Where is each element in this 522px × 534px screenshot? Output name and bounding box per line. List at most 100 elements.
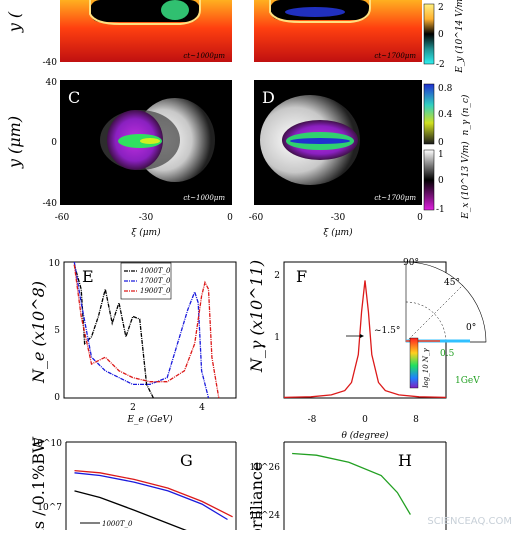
colorbar-ex-tick-mid: 0 (438, 176, 444, 186)
panel-e-ytick-0: 0 (54, 393, 60, 403)
panel-a: ct~1000μm (60, 0, 232, 62)
panel-g: G 10^10 10^7 ns / 0.1%BW 1000T_0 (29, 436, 237, 534)
panel-d-letter: D (262, 88, 275, 107)
panel-c: C ct~1000μm (60, 80, 232, 205)
panel-h-series-1 (292, 452, 411, 515)
panel-g-ytick-1e10: 10^10 (32, 439, 63, 449)
xi-tick-d-m30: -30 (331, 213, 346, 223)
panel-e-series-3 (73, 264, 220, 399)
panel-g-plot (74, 469, 233, 534)
panel-h-plot (292, 452, 411, 515)
xi-tick-c-m60: -60 (55, 213, 70, 223)
polar-tick-0: 0° (466, 323, 476, 333)
xi-tick-c-m30: -30 (139, 213, 154, 223)
panel-f-ytick-1: 1 (274, 333, 280, 343)
panel-d-photon-core (290, 138, 350, 144)
panel-b: ct~1700μm (254, 0, 422, 62)
panel-g-ylabel: ns / 0.1%BW (29, 436, 48, 530)
panel-e-xlabel: E_e (GeV) (126, 414, 173, 425)
xi-label-d: ξ (μm) (323, 227, 353, 238)
panel-e-xtick-2: 2 (130, 403, 136, 413)
mid-y-tick-0: 0 (51, 138, 57, 148)
panel-e-series-2 (73, 261, 210, 399)
panel-f-letter: F (296, 267, 307, 286)
panel-f-xtick-m8: -8 (308, 415, 317, 425)
panel-e-letter: E (82, 267, 94, 286)
panel-e-legend-1000: 1000T_0 (140, 267, 171, 275)
colorbar-ngamma-tick-top: 0.8 (438, 84, 453, 94)
panel-h-ytick-1e24: 10^24 (250, 511, 281, 521)
panel-f-xtick-0: 0 (362, 415, 368, 425)
polar-scale-05: 0.5 (440, 349, 455, 359)
panel-g-letter: G (180, 451, 193, 470)
panel-b-bubble-edge (269, 0, 371, 23)
mid-y-tick-m40: -40 (43, 199, 58, 209)
panel-g-series-1 (74, 490, 198, 534)
polar-colorbar (409, 337, 419, 389)
panel-d: D ct~1700μm (254, 80, 422, 205)
panel-h-letter: H (398, 451, 412, 470)
panel-e-legend-1700: 1700T_0 (140, 277, 171, 285)
colorbar-ey-tick-bot: -2 (436, 60, 445, 70)
panel-f: F 2 1 -8 0 8 θ (degree) N_γ (x10^11) ~1.… (247, 258, 487, 441)
panel-a-green-core (161, 0, 189, 20)
panel-a-bubble-edge (89, 0, 201, 25)
panel-a-time: ct~1000μm (183, 52, 225, 60)
colorbar-ngamma-label: n_γ (n_c) (460, 94, 471, 135)
panel-c-letter: C (68, 88, 80, 107)
panel-e-ytick-5: 5 (54, 326, 60, 336)
colorbar-ngamma-tick-mid: 0.4 (438, 110, 453, 120)
panel-f-xlabel: θ (degree) (341, 430, 389, 441)
colorbar-ey-tick-mid: 0 (438, 30, 444, 40)
polar-colorbar-label: log_10 N_γ (422, 347, 430, 387)
colorbar-ngamma-bar (423, 83, 435, 145)
colorbar-ex: 1 0 -1 E_x (10^13 V/m) (423, 141, 471, 220)
xi-tick-c-0: 0 (227, 213, 233, 223)
panel-e-legend-1900: 1900T_0 (140, 287, 171, 295)
panel-g-series-2 (74, 472, 228, 521)
mid-y-axis-label: y (μm) (5, 116, 24, 169)
panel-h: H 10^26 10^24 brilliance (247, 441, 447, 534)
xi-tick-d-m60: -60 (249, 213, 264, 223)
colorbar-ngamma-tick-bot: 0 (438, 138, 444, 148)
panel-g-ytick-1e7: 10^7 (37, 503, 62, 513)
colorbar-ey-tick-top: 2 (438, 3, 444, 13)
colorbar-ex-tick-bot: -1 (436, 205, 445, 215)
panel-f-ylabel: N_γ (x10^11) (247, 260, 266, 373)
colorbar-ey-label: E_y (10^14 V/m) (454, 0, 465, 74)
panel-b-blue-core (285, 7, 345, 17)
mid-y-tick-40: 40 (46, 78, 58, 88)
polar-scale-1gev: 1GeV (455, 376, 480, 386)
panel-e-xtick-4: 4 (199, 403, 205, 413)
colorbar-ngamma: 0.8 0.4 0 n_γ (n_c) (423, 83, 471, 148)
xi-tick-d-0: 0 (417, 213, 423, 223)
colorbar-ex-label: E_x (10^13 V/m) (460, 141, 471, 220)
panel-b-time: ct~1700μm (374, 52, 416, 60)
panel-e-legend: 1000T_0 1700T_0 1900T_0 (120, 262, 172, 300)
colorbar-ex-tick-top: 1 (438, 150, 444, 160)
top-y-tick: -40 (43, 58, 58, 68)
panel-d-time: ct~1700μm (374, 194, 416, 202)
panel-h-ytick-1e26: 10^26 (250, 463, 281, 473)
panel-e-series-1 (73, 264, 154, 399)
polar-tick-45: 45° (444, 278, 460, 288)
colorbar-ey-bar (423, 3, 435, 65)
watermark: SCIENCEAQ.COM (427, 516, 512, 527)
panel-c-photon-core (140, 138, 160, 144)
panel-e-ylabel: N_e (x10^8) (29, 281, 48, 384)
colorbar-ey: 2 0 -2 E_y (10^14 V/m) (423, 0, 465, 74)
panel-e: E 10 5 0 2 4 E_e (GeV) N_e (x10^8) 1000T… (29, 259, 237, 425)
panel-f-ytick-2: 2 (274, 271, 280, 281)
panel-f-annotation: ~1.5° (374, 326, 400, 336)
colorbar-ex-bar (423, 149, 435, 211)
panel-c-time: ct~1000μm (183, 194, 225, 202)
panel-f-series-1 (283, 280, 447, 399)
panel-h-ylabel: brilliance (247, 462, 266, 530)
panel-g-series-3 (74, 469, 233, 518)
panel-e-frame (63, 261, 237, 399)
xi-label-c: ξ (μm) (131, 227, 161, 238)
panel-f-plot (283, 280, 447, 399)
top-y-axis-label: y ( (5, 11, 24, 33)
polar-tick-90: 90° (403, 258, 419, 268)
